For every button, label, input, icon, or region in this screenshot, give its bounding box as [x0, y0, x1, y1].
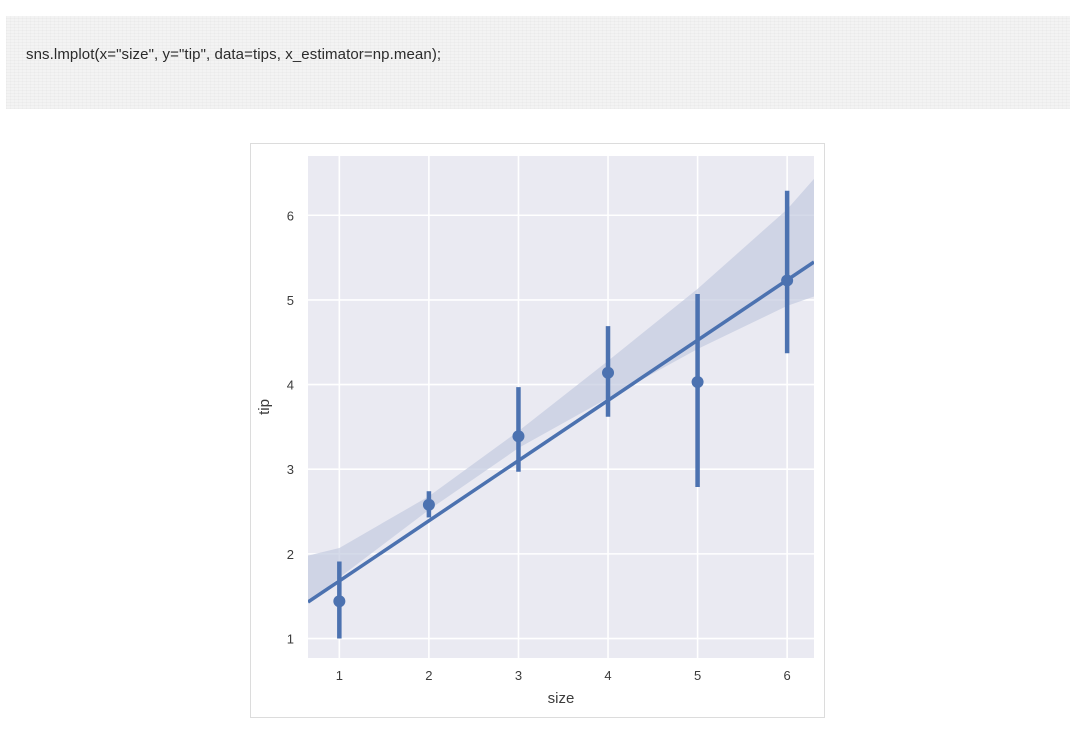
y-tick-label: 5 — [287, 293, 294, 308]
code-cell — [6, 16, 1070, 109]
x-tick-label: 6 — [784, 668, 791, 683]
x-tick-label: 3 — [515, 668, 522, 683]
regression-ci-band — [308, 178, 814, 603]
y-tick-label: 1 — [287, 632, 294, 647]
mean-point — [512, 430, 525, 443]
lmplot-figure: 1 2 3 4 5 6 1 2 3 4 5 6 size tip — [250, 143, 825, 718]
x-tick-label: 5 — [694, 668, 701, 683]
mean-point — [781, 274, 794, 287]
x-tick-label: 4 — [604, 668, 611, 683]
y-tick-label: 3 — [287, 462, 294, 477]
y-tick-label: 6 — [287, 208, 294, 223]
mean-point — [333, 595, 346, 608]
mean-point — [602, 366, 615, 379]
y-tick-label: 2 — [287, 547, 294, 562]
code-line: sns.lmplot(x="size", y="tip", data=tips,… — [26, 46, 442, 63]
tick-labels: 1 2 3 4 5 6 1 2 3 4 5 6 — [287, 208, 791, 683]
x-tick-label: 2 — [425, 668, 432, 683]
regression-line — [308, 260, 814, 604]
mean-point — [422, 498, 435, 511]
mean-point — [691, 376, 704, 389]
plot-content — [308, 178, 814, 639]
y-axis-label: tip — [256, 399, 273, 415]
x-axis-label: size — [548, 690, 575, 707]
x-tick-label: 1 — [336, 668, 343, 683]
chart-svg: 1 2 3 4 5 6 1 2 3 4 5 6 size tip — [256, 156, 814, 707]
y-tick-label: 4 — [287, 378, 294, 393]
